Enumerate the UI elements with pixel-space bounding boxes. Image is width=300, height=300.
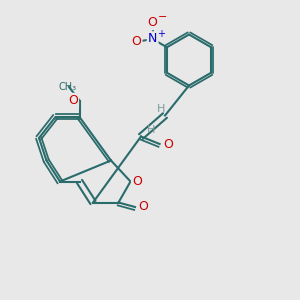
Text: CH₃: CH₃: [58, 82, 76, 92]
Text: O: O: [148, 16, 158, 29]
Text: O: O: [132, 175, 142, 188]
Text: +: +: [157, 28, 165, 39]
Text: N: N: [148, 32, 157, 46]
Text: O: O: [68, 94, 78, 107]
Text: H: H: [157, 104, 166, 114]
Text: O: O: [131, 35, 141, 48]
Text: O: O: [163, 137, 173, 151]
Text: −: −: [158, 12, 167, 22]
Text: H: H: [147, 125, 156, 135]
Text: O: O: [139, 200, 148, 214]
